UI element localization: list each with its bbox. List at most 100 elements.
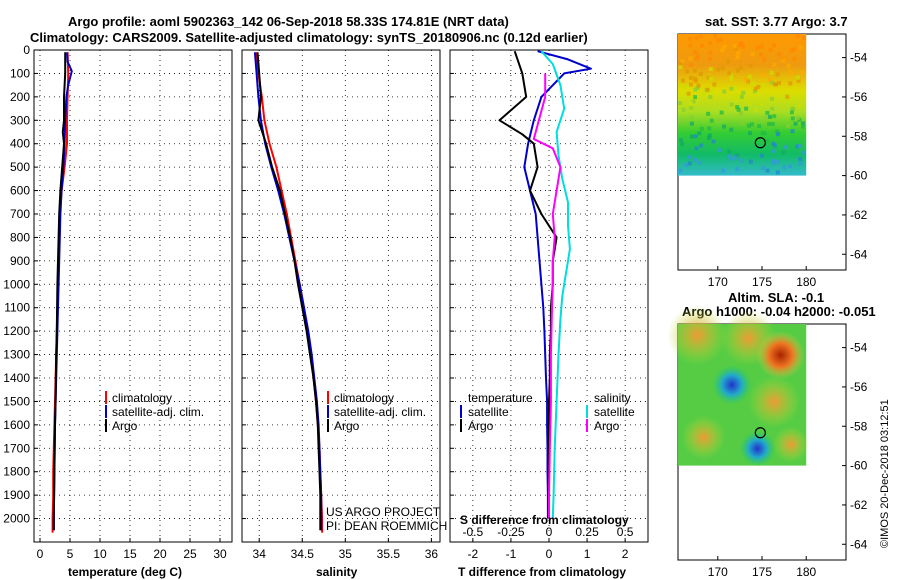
sst-cell — [738, 111, 743, 116]
sst-cell — [687, 154, 692, 159]
sst-cell — [733, 155, 738, 160]
sst-cell — [678, 62, 683, 67]
sst-cell — [707, 126, 712, 131]
sst-cell — [785, 94, 790, 99]
sst-cell — [769, 70, 774, 75]
sst-cell — [781, 150, 786, 155]
difference-panel: -2 -1 0 1 2 -0.5 -0.25 0 0.25 0.5 T difference fr… — [449, 49, 649, 579]
sla-blob-7 — [772, 426, 809, 463]
sal-xtick-label-1: 34.5 — [291, 547, 315, 561]
sst-cell — [727, 149, 732, 154]
sla-blob-4 — [748, 375, 801, 428]
sla-map-xtick-label-1: 175 — [752, 565, 772, 579]
sal-xtick-label-0: 34 — [253, 547, 267, 561]
sst-cell — [708, 94, 713, 99]
sla-blob-6 — [739, 430, 776, 467]
depth-label-7: 700 — [10, 207, 30, 221]
depth-label-18: 1800 — [3, 465, 30, 479]
sst-cell — [747, 101, 752, 106]
sst-cell — [790, 116, 795, 121]
sst-cell — [760, 130, 765, 135]
sst-cell — [699, 43, 704, 48]
difference-xlabel: T difference from climatology — [458, 565, 626, 579]
sst-cell — [680, 59, 685, 64]
sst-cell — [694, 78, 699, 83]
sst-cell — [795, 144, 800, 149]
sst-cell — [759, 52, 764, 57]
sal-xtick-label-2: 35 — [339, 547, 353, 561]
sst-cell — [753, 86, 758, 91]
depth-label-19: 1900 — [3, 488, 30, 502]
salinity-panel: 34 34.5 35 35.5 36 salinity climatology sate… — [241, 49, 447, 579]
sst-cell — [800, 70, 805, 75]
sla-map-title-1: Altim. SLA: -0.1 — [728, 290, 824, 305]
sla-map-ytick-label-4: -62 — [850, 498, 868, 512]
depth-label-6: 600 — [10, 184, 30, 198]
legend-label-satellite: satellite-adj. clim. — [112, 405, 204, 419]
sst-map-title: sat. SST: 3.77 Argo: 3.7 — [705, 14, 848, 29]
sla-map-xtick-label-0: 170 — [708, 565, 728, 579]
imos-stamp: ©IMOS 20-Dec-2018 03:12:51 — [879, 399, 891, 548]
sst-map-ytick-label-2: -58 — [850, 129, 868, 143]
diff-series-2 — [540, 50, 571, 519]
sst-cell — [765, 168, 770, 173]
depth-label-5: 500 — [10, 160, 30, 174]
sst-cell — [709, 118, 714, 123]
sst-map-ytick-label-0: -54 — [850, 51, 868, 65]
sst-cell — [706, 111, 711, 116]
sst-cell — [684, 163, 689, 168]
sst-cell — [736, 51, 741, 56]
sst-cell — [756, 84, 761, 89]
sst-cell — [792, 57, 797, 62]
sal-series-2 — [256, 52, 322, 531]
sst-cell — [787, 98, 792, 103]
sst-cell — [689, 115, 694, 120]
sst-cell — [788, 81, 793, 86]
sst-cell — [771, 161, 776, 166]
sst-cell — [697, 160, 702, 165]
sst-cell — [698, 34, 703, 39]
sst-cell — [678, 101, 683, 106]
depth-label-1: 100 — [10, 66, 30, 80]
sst-cell — [709, 76, 714, 81]
sst-cell — [790, 129, 795, 134]
sst-cell — [775, 170, 780, 175]
sst-cell — [736, 107, 741, 112]
temp-xtick-label-1: 5 — [67, 547, 74, 561]
sst-map-ytick-label-3: -60 — [850, 169, 868, 183]
sla-field — [667, 305, 809, 467]
sla-blob-5 — [681, 415, 726, 460]
sst-cell — [732, 44, 737, 49]
sst-cell — [697, 131, 702, 136]
sst-map-ytick-label-1: -56 — [850, 90, 868, 104]
sst-cell — [727, 71, 732, 76]
sst-map-ytick-label-5: -64 — [850, 247, 868, 261]
temp-xtick-label-0: 0 — [37, 547, 44, 561]
legend-temp-satellite-label: satellite — [468, 405, 509, 419]
sst-cell — [726, 59, 731, 64]
sst-cell — [797, 104, 802, 109]
sst-cell — [699, 143, 704, 148]
sst-field — [678, 34, 807, 176]
sst-cell — [691, 79, 696, 84]
difference-lines — [498, 50, 592, 519]
sst-cell — [727, 154, 732, 159]
depth-label-13: 1300 — [3, 348, 30, 362]
sst-cell — [687, 161, 692, 166]
sla-map-ytick-label-3: -60 — [850, 459, 868, 473]
depth-label-2: 200 — [10, 90, 30, 104]
sst-cell — [719, 37, 724, 42]
diff-xtick-label-3: 1 — [584, 547, 591, 561]
sst-cell — [691, 99, 696, 104]
sst-cell — [765, 139, 770, 144]
salinity-legend: climatology satellite-adj. clim. Argo — [327, 391, 426, 433]
sst-cell — [694, 146, 699, 151]
sst-cell — [768, 48, 773, 53]
sst-cell — [719, 110, 724, 115]
sla-float-marker — [754, 427, 766, 439]
sst-cell — [705, 87, 710, 92]
sst-cell — [689, 121, 694, 126]
sst-cell — [776, 80, 781, 85]
sst-map-xtick-label-1: 175 — [752, 275, 772, 289]
